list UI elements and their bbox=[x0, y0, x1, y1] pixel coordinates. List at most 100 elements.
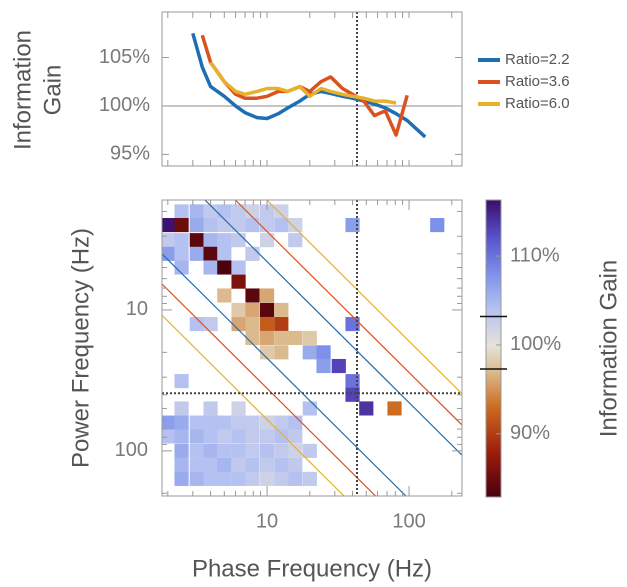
heatmap-cell bbox=[288, 415, 303, 430]
heatmap-cell bbox=[217, 457, 232, 473]
ratio-line bbox=[204, 200, 462, 456]
heatmap-cell bbox=[203, 401, 218, 416]
ratio-line bbox=[265, 200, 462, 395]
heatmap-cell bbox=[231, 471, 246, 486]
heatmap-cell bbox=[217, 204, 232, 219]
heatmap-cell bbox=[245, 471, 260, 486]
heatmap-cell bbox=[288, 233, 303, 248]
heatmap-cell bbox=[259, 233, 275, 248]
heatmap-cell bbox=[274, 317, 289, 332]
heatmap-cell bbox=[288, 471, 303, 486]
heatmap-cell bbox=[203, 443, 218, 458]
heatmap-cell bbox=[259, 302, 275, 317]
y-tick-label: 105% bbox=[99, 46, 150, 68]
y-tick-label: 100 bbox=[115, 439, 148, 461]
x-axis-label: Phase Frequency (Hz) bbox=[192, 555, 432, 582]
heatmap-cell bbox=[430, 218, 445, 233]
series-line bbox=[209, 61, 397, 105]
heatmap-cell bbox=[245, 457, 260, 473]
heatmap-cell bbox=[331, 358, 346, 374]
heatmap-cell bbox=[302, 401, 317, 416]
heatmap-cell bbox=[189, 233, 204, 248]
y-axis-label: Gain bbox=[39, 65, 66, 116]
heatmap-cell bbox=[174, 471, 189, 486]
heatmap-cell bbox=[203, 457, 218, 473]
heatmap-cell bbox=[217, 288, 232, 303]
heatmap-cell bbox=[231, 415, 246, 430]
heatmap-cell bbox=[203, 429, 218, 444]
y-tick-label: 10 bbox=[126, 298, 148, 320]
heatmap-cell bbox=[274, 330, 289, 345]
heatmap-cell bbox=[288, 429, 303, 444]
heatmap-cell bbox=[259, 345, 275, 360]
heatmap-cell bbox=[189, 457, 204, 473]
heatmap-cell bbox=[259, 218, 275, 233]
series-line bbox=[191, 32, 427, 139]
heatmap-cell bbox=[174, 429, 189, 444]
heatmap-cell bbox=[189, 471, 204, 486]
plot-area bbox=[162, 12, 462, 166]
heatmap-cell bbox=[274, 457, 289, 473]
heatmap-cell bbox=[174, 415, 189, 430]
heatmap-cell bbox=[231, 443, 246, 458]
plot-area bbox=[162, 200, 462, 496]
heatmap-cell bbox=[231, 204, 246, 219]
heatmap-cell bbox=[174, 246, 189, 261]
heatmap-cell bbox=[189, 443, 204, 458]
heatmap-cell bbox=[274, 218, 289, 233]
heatmap-cell bbox=[217, 260, 232, 275]
heatmap-cell bbox=[387, 401, 402, 416]
heatmap-cell bbox=[274, 204, 289, 219]
legend-label: Ratio=3.6 bbox=[505, 73, 570, 90]
heatmap-cell bbox=[259, 457, 275, 473]
heatmap-cell bbox=[259, 330, 275, 345]
heatmap-cell bbox=[231, 260, 246, 275]
ratio-line bbox=[162, 253, 407, 496]
heatmap-cell bbox=[259, 317, 275, 332]
heatmap-cell bbox=[288, 457, 303, 473]
heatmap-cell bbox=[174, 457, 189, 473]
heatmap-cell bbox=[259, 471, 275, 486]
y-tick-label: 95% bbox=[110, 143, 150, 165]
heatmap-cell bbox=[259, 288, 275, 303]
heatmap-cell bbox=[288, 330, 303, 345]
heatmap-cell bbox=[359, 401, 374, 416]
heatmap-cell bbox=[288, 218, 303, 233]
heatmap-cell bbox=[245, 218, 260, 233]
heatmap-cell bbox=[189, 246, 204, 261]
heatmap-cell bbox=[189, 218, 204, 233]
heatmap-cell bbox=[162, 218, 175, 233]
heatmap-cell bbox=[162, 233, 175, 248]
colorbar-label: Information Gain bbox=[595, 260, 622, 437]
heatmap-cell bbox=[217, 471, 232, 486]
heatmap-cell bbox=[231, 218, 246, 233]
heatmap-cell bbox=[245, 288, 260, 303]
series-line bbox=[200, 34, 409, 137]
heatmap-cell bbox=[203, 218, 218, 233]
heatmap-cell bbox=[174, 204, 189, 219]
legend-label: Ratio=2.2 bbox=[505, 51, 570, 68]
heatmap-cell bbox=[231, 429, 246, 444]
heatmap-cell bbox=[302, 443, 317, 458]
heatmap-cell bbox=[231, 302, 246, 317]
colorbar-tick-label: 90% bbox=[510, 422, 550, 444]
heatmap-cell bbox=[245, 415, 260, 430]
heatmap-cell bbox=[245, 302, 260, 317]
heatmap-cell bbox=[174, 218, 189, 233]
heatmap-cell bbox=[245, 429, 260, 444]
heatmap-cell bbox=[274, 471, 289, 486]
heatmap-cell bbox=[203, 471, 218, 486]
heatmap-cell bbox=[203, 233, 218, 248]
heatmap-cell bbox=[316, 358, 331, 374]
axes-frame bbox=[161, 11, 463, 167]
heatmap-cell bbox=[274, 443, 289, 458]
heatmap-cell bbox=[162, 429, 175, 444]
heatmap-cell bbox=[203, 415, 218, 430]
heatmap-cell bbox=[189, 204, 204, 219]
heatmap-cell bbox=[231, 274, 246, 289]
y-axis-label: Information bbox=[9, 30, 36, 150]
heatmap-cell bbox=[217, 443, 232, 458]
heatmap-cell bbox=[217, 246, 232, 261]
heatmap-cell bbox=[245, 204, 260, 219]
heatmap-cell bbox=[189, 429, 204, 444]
